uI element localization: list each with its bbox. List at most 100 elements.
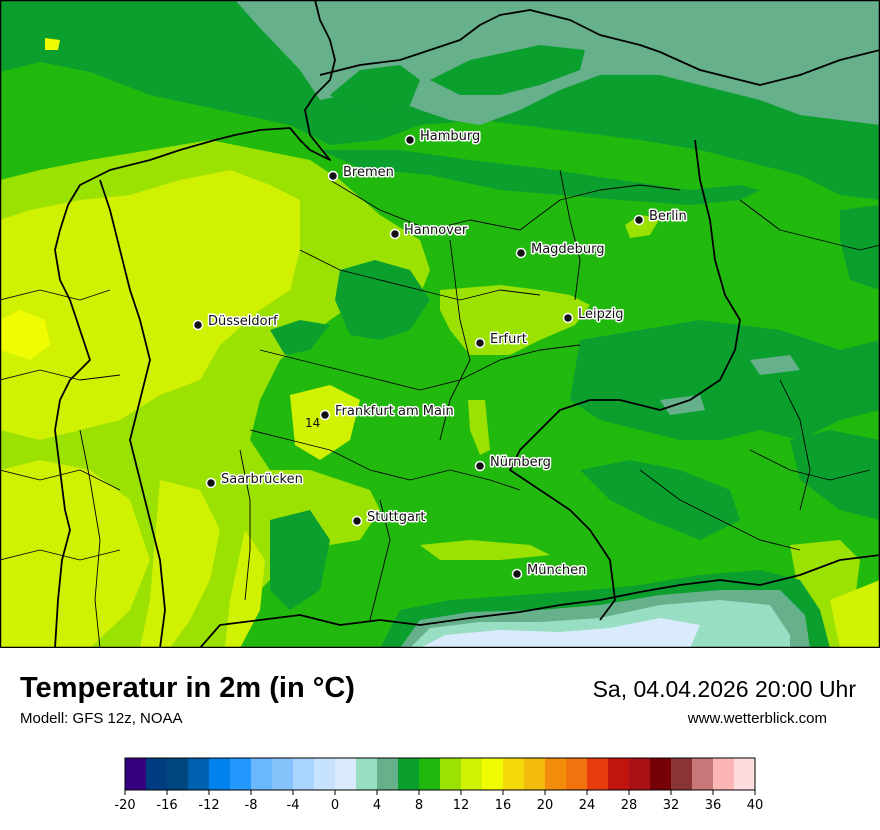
colorbar-frame [124,757,756,791]
field-12-14-sw2 [140,480,220,648]
field-6-8-blackforest [270,510,330,610]
field-12-14-frankfurt [290,385,360,460]
colorbar-swatch [566,758,588,790]
field-6-8-north2 [320,150,760,205]
city-saarbruecken: Saarbrücken [205,471,304,489]
colorbar-swatch [356,758,378,790]
colorbar-swatch [503,758,525,790]
map-title: Temperatur in 2m (in °C) [20,672,355,704]
colorbar-swatch [461,758,483,790]
colorbar-swatch [482,758,504,790]
field-14-16-nl [0,310,50,360]
colorbar-swatch [734,758,756,790]
city-berlin: Berlin [633,208,688,226]
colorbar-swatch [650,758,672,790]
field-10-12-thuringia [440,285,590,355]
temperature-colorbar: -20 -16 -12 -8 -4 0 4 8 12 16 20 24 28 32 36 40 [114,757,763,813]
city-nuernberg: Nürnberg [474,454,552,472]
colorbar-tick-label: -4 [287,798,300,813]
field-12-14-rhine [225,530,265,648]
city-marker-icon [319,409,331,421]
colorbar-swatch [188,758,210,790]
colorbar-tick-label: -20 [114,798,135,813]
website-link[interactable]: www.wetterblick.com [687,710,827,727]
contour-label-14: 14 [305,416,320,430]
city-leipzig: Leipzig [562,306,625,324]
colorbar-swatch [419,758,441,790]
city-label: Hamburg [420,129,480,144]
field-6-8-bohemia [580,460,740,540]
colorbar-swatch [377,758,399,790]
colorbar-swatch [230,758,252,790]
colorbar-swatches [125,758,756,790]
field-14-16-dot [45,38,60,50]
colorbar-swatch [251,758,273,790]
colorbar-tick-label: 16 [495,798,512,813]
city-muenchen: München [511,562,588,580]
city-label: Saarbrücken [221,472,303,487]
city-marker-icon [511,568,523,580]
city-bremen: Bremen [327,164,395,182]
city-label: Bremen [343,165,394,180]
colorbar-swatch [125,758,147,790]
city-label: München [527,563,586,578]
city-label: Hannover [404,223,468,238]
colorbar-swatch [335,758,357,790]
colorbar-swatch [440,758,462,790]
colorbar-tick-label: 24 [579,798,596,813]
city-marker-icon [474,460,486,472]
field-10-12-munich [420,540,550,560]
colorbar-tick-label: 32 [663,798,680,813]
colorbar-ticks: -20 -16 -12 -8 -4 0 4 8 12 16 20 24 28 32 36 40 [114,790,763,813]
colorbar-tick-label: 0 [331,798,339,813]
city-frankfurt: Frankfurt am Main [319,403,455,421]
colorbar-swatch [398,758,420,790]
forecast-datetime: Sa, 04.04.2026 20:00 Uhr [592,676,856,702]
field-6-8-island [330,65,420,118]
colorbar-swatch [713,758,735,790]
colorbar-tick-label: 36 [705,798,722,813]
temperature-map: 14 Hamburg Bremen Berlin Hannover Magdeb… [0,0,880,648]
city-label: Stuttgart [367,510,425,525]
map-canvas: 14 Hamburg Bremen Berlin Hannover Magdeb… [0,0,880,648]
colorbar-tick-label: 20 [537,798,554,813]
city-label: Nürnberg [490,455,551,470]
city-label: Frankfurt am Main [335,404,454,419]
field-4-6-patch2 [750,355,800,375]
colorbar-swatch [272,758,294,790]
colorbar-tick-label: 8 [415,798,423,813]
field-6-8-baltic2 [430,45,585,95]
city-marker-icon [192,319,204,331]
city-marker-icon [562,312,574,324]
field-6-8-east [840,205,880,290]
city-magdeburg: Magdeburg [515,241,606,259]
city-marker-icon [474,337,486,349]
colorbar-swatch [524,758,546,790]
field-0-2-alps [420,618,700,648]
field-12-14-west [0,170,300,440]
city-marker-icon [389,228,401,240]
field-6-8-east2 [790,430,880,520]
colorbar-tick-label: 28 [621,798,638,813]
colorbar-tick-label: -8 [245,798,258,813]
city-label: Leipzig [578,307,624,322]
colorbar-swatch [146,758,168,790]
city-marker-icon [404,134,416,146]
borders [0,0,880,648]
colorbar-tick-label: -12 [198,798,219,813]
model-info: Modell: GFS 12z, NOAA [20,710,183,727]
field-12-14-sw [0,460,150,648]
field-10-12-berlin [625,215,660,238]
colorbar-tick-label: 40 [747,798,764,813]
colorbar-swatch [608,758,630,790]
colorbar-tick-label: 4 [373,798,381,813]
colorbar-swatch [629,758,651,790]
city-hannover: Hannover [389,222,469,240]
colorbar-swatch [167,758,189,790]
city-marker-icon [205,477,217,489]
city-marker-icon [633,214,645,226]
field-4-6-patch1 [660,395,705,415]
colorbar-swatch [314,758,336,790]
colorbar-swatch [671,758,693,790]
field-6-8-sauerland [270,320,330,355]
